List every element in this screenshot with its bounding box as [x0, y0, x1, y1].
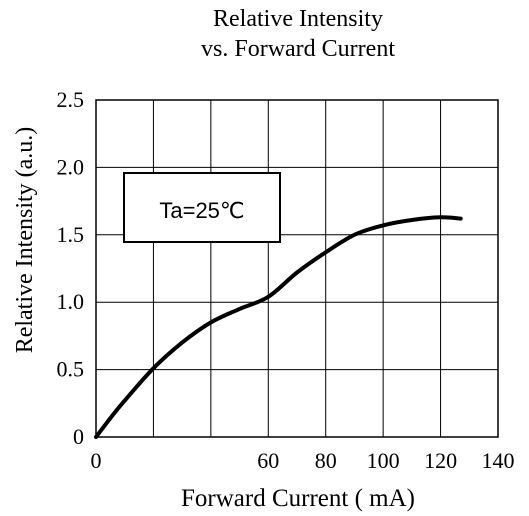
- x-tick-label-4: 120: [424, 448, 457, 473]
- y-tick-label-0: 0: [73, 424, 84, 449]
- x-tick-label-1: 60: [257, 448, 279, 473]
- x-axis-label: Forward Current ( mA): [181, 485, 415, 512]
- y-tick-label-2: 1.0: [57, 289, 85, 314]
- y-tick-label-3: 1.5: [57, 222, 85, 247]
- annotation-box: [123, 172, 281, 243]
- chart-title-line1: Relative Intensity: [213, 6, 383, 32]
- y-tick-label-1: 0.5: [57, 357, 85, 382]
- plot-frame: [95, 99, 499, 438]
- tick-labels: 0 60 80 100 120 140 0 0.5 1.0 1.5 2.0 2.5: [57, 87, 515, 473]
- series-line: [94, 215, 463, 439]
- y-tick-label-4: 2.0: [57, 154, 85, 179]
- x-tick-label-0: 0: [91, 448, 102, 473]
- chart-title-line2: vs. Forward Current: [201, 36, 395, 62]
- x-tick-label-2: 80: [315, 448, 337, 473]
- y-axis-label: Relative Intensity (a.u.): [12, 127, 38, 354]
- y-tick-label-5: 2.5: [57, 87, 85, 112]
- grid: [95, 99, 499, 438]
- x-tick-label-3: 100: [367, 448, 400, 473]
- x-tick-label-5: 140: [482, 448, 515, 473]
- annotation-label: Ta=25℃: [159, 198, 244, 223]
